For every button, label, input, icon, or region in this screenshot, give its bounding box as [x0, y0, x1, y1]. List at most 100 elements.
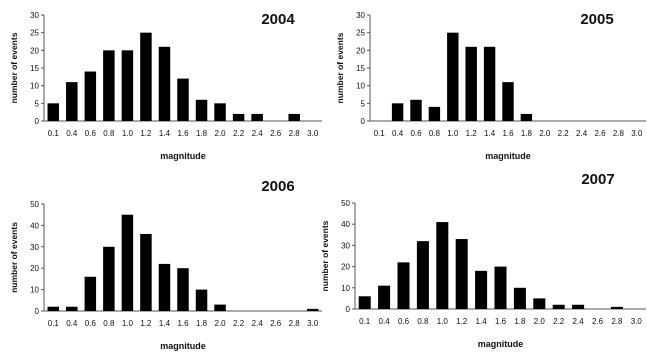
- x-tick-label: 1.4: [484, 129, 496, 138]
- bar-1.8: [195, 289, 208, 311]
- bar-1.2: [465, 46, 477, 121]
- y-axis-label: number of events: [9, 222, 19, 293]
- y-tick-label: 0: [361, 117, 366, 126]
- bar-0.4: [391, 103, 404, 121]
- x-tick-label: 1.4: [159, 129, 171, 138]
- bar-3.0: [306, 308, 319, 311]
- x-tick-label: 0.1: [374, 129, 386, 138]
- x-tick-label: 3.0: [631, 317, 643, 326]
- bar-0.8: [416, 241, 429, 309]
- bar-1.8: [520, 113, 533, 121]
- x-tick-label: 0.6: [85, 319, 97, 328]
- x-tick-label: 1.2: [140, 319, 152, 328]
- bar-0.1: [47, 103, 60, 121]
- x-axis-label: magnitude: [160, 151, 206, 161]
- bar-2.0: [533, 298, 546, 309]
- x-tick-label: 2.6: [592, 317, 604, 326]
- x-tick-label: 0.4: [66, 129, 78, 138]
- bar-1.4: [158, 263, 171, 311]
- y-tick-label: 50: [341, 199, 350, 208]
- x-tick-label: 1.2: [456, 317, 468, 326]
- chart-title: 2005: [580, 11, 613, 28]
- x-tick-label: 2.8: [611, 317, 623, 326]
- y-tick-label: 0: [346, 305, 351, 314]
- bar-0.6: [410, 99, 422, 121]
- y-tick-label: 30: [30, 243, 39, 252]
- x-tick-label: 1.2: [140, 129, 152, 138]
- y-tick-label: 10: [341, 284, 350, 293]
- y-tick-label: 0: [35, 117, 40, 126]
- chart-2005: 0 5 10 15 20 25 30 0.1 0.4 0.6 0.8 1.0 1.2 1.4 1.6 1.8 2…: [335, 11, 646, 161]
- x-tick-label: 0.1: [48, 129, 60, 138]
- bar-0.8: [103, 50, 115, 122]
- x-tick-label: 0.6: [85, 129, 97, 138]
- bar-2.2: [232, 113, 245, 121]
- x-tick-label: 0.8: [429, 129, 441, 138]
- bar-0.4: [66, 306, 78, 311]
- x-tick-label: 1.2: [466, 129, 478, 138]
- x-tick-label: 2.4: [252, 319, 264, 328]
- y-tick-label: 30: [356, 11, 365, 20]
- x-tick-label: 2.6: [270, 129, 282, 138]
- bar-1.6: [177, 78, 189, 121]
- x-tick-label: 1.8: [514, 317, 526, 326]
- x-tick-label: 2.6: [594, 129, 606, 138]
- y-tick-label: 0: [35, 307, 40, 316]
- x-tick-label: 0.1: [359, 317, 371, 326]
- x-tick-label: 1.8: [196, 319, 208, 328]
- x-tick-label: 2.6: [270, 319, 282, 328]
- x-tick-label: 2.8: [613, 129, 625, 138]
- x-tick-label: 2.0: [539, 129, 551, 138]
- bar-0.6: [84, 71, 97, 121]
- bar-1.0: [121, 214, 134, 311]
- y-tick-label: 50: [30, 200, 39, 209]
- x-tick-label: 1.6: [177, 319, 189, 328]
- y-tick-label: 30: [30, 11, 39, 20]
- bar-1.4: [158, 46, 171, 121]
- bar-1.2: [140, 233, 152, 311]
- x-tick-label: 2.2: [553, 317, 565, 326]
- x-tick-label: 1.6: [502, 129, 514, 138]
- x-tick-label: 1.0: [447, 129, 459, 138]
- chart-2006: 0 10 20 30 40 50 0.1 0.4 0.6 0.8 1.0 1.2 1.4 1.6 1.8 2.…: [9, 178, 322, 351]
- bar-2.0: [214, 304, 226, 311]
- x-tick-label: 1.4: [476, 317, 488, 326]
- y-axis-label: number of events: [9, 32, 19, 103]
- bar-1.2: [455, 239, 468, 309]
- bar-2.4: [572, 304, 585, 309]
- bar-2.0: [214, 103, 226, 121]
- y-tick-label: 15: [30, 64, 39, 73]
- x-tick-label: 2.8: [289, 129, 301, 138]
- bar-1.0: [121, 50, 134, 122]
- y-tick-label: 20: [341, 263, 350, 272]
- x-tick-label: 2.8: [289, 319, 301, 328]
- x-tick-label: 1.8: [196, 129, 208, 138]
- x-tick-label: 1.6: [495, 317, 507, 326]
- bar-2.8: [288, 113, 300, 121]
- bar-0.6: [397, 262, 410, 309]
- bar-1.6: [494, 266, 507, 309]
- y-tick-label: 15: [356, 64, 365, 73]
- chart-title: 2006: [261, 178, 294, 195]
- x-tick-label: 1.0: [122, 129, 134, 138]
- x-tick-label: 0.1: [48, 319, 60, 328]
- y-axis-label: number of events: [320, 220, 330, 291]
- x-tick-label: 1.4: [159, 319, 171, 328]
- y-tick-label: 25: [30, 29, 39, 38]
- x-tick-label: 0.8: [103, 129, 115, 138]
- x-tick-label: 0.8: [103, 319, 115, 328]
- y-tick-label: 20: [30, 46, 39, 55]
- y-tick-label: 5: [361, 99, 366, 108]
- x-tick-label: 2.4: [576, 129, 588, 138]
- x-axis-label: magnitude: [478, 339, 524, 349]
- y-tick-label: 40: [30, 221, 39, 230]
- x-tick-label: 0.4: [66, 319, 78, 328]
- x-axis-label: magnitude: [485, 151, 531, 161]
- y-tick-label: 30: [341, 241, 350, 250]
- bar-0.1: [358, 296, 371, 309]
- bar-0.6: [84, 276, 97, 311]
- x-tick-label: 2.2: [233, 129, 245, 138]
- x-tick-label: 0.6: [398, 317, 410, 326]
- bar-0.4: [66, 82, 78, 121]
- x-tick-label: 2.2: [558, 129, 570, 138]
